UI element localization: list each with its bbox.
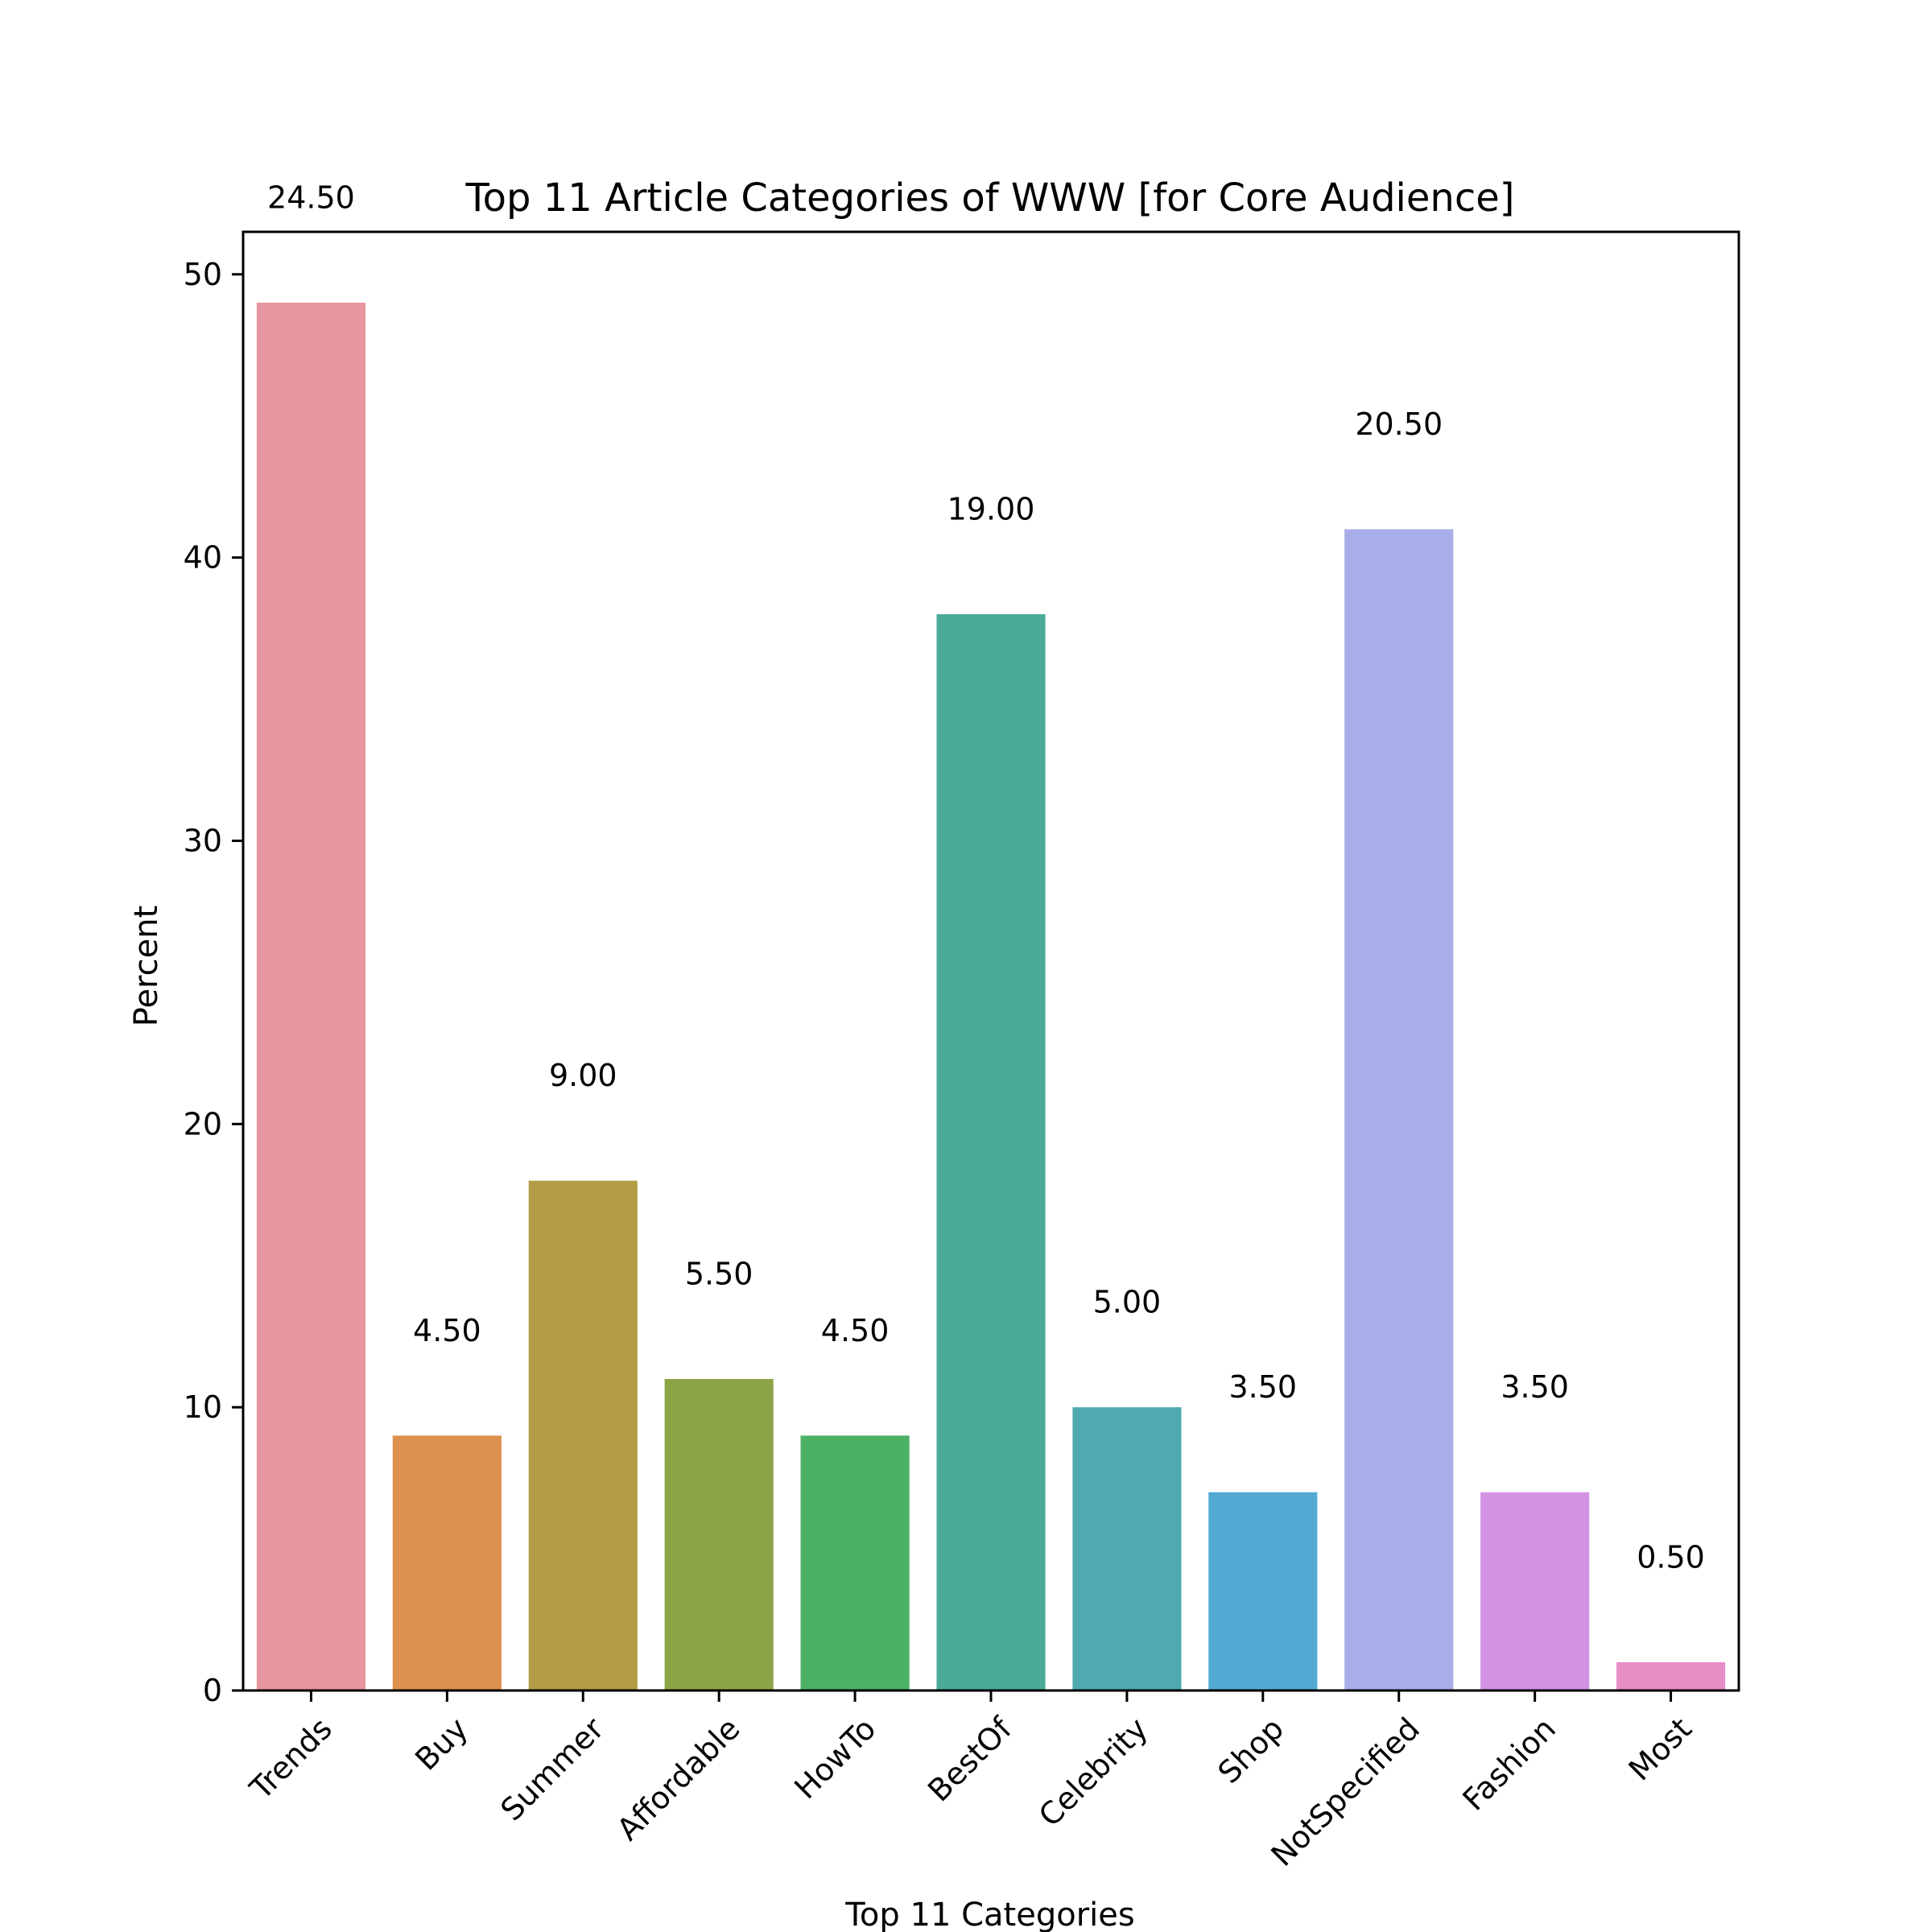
bars-group xyxy=(256,302,1726,1691)
bar-notspecified xyxy=(1344,529,1454,1691)
x-tick-label-trends: Trends xyxy=(242,1711,338,1806)
x-tick-label-buy: Buy xyxy=(408,1711,474,1777)
data-label-bestof: 19.00 xyxy=(947,491,1035,526)
bar-trends xyxy=(256,302,366,1691)
bar-affordable xyxy=(664,1378,774,1690)
bar-buy xyxy=(392,1435,502,1690)
y-tick-label: 50 xyxy=(184,257,222,292)
data-label-fashion: 3.50 xyxy=(1501,1369,1569,1405)
bar-howto xyxy=(800,1435,910,1690)
data-label-most: 0.50 xyxy=(1637,1539,1705,1575)
data-label-buy: 4.50 xyxy=(413,1313,481,1348)
y-tick-label: 30 xyxy=(184,823,222,858)
data-label-summer: 9.00 xyxy=(549,1058,617,1093)
data-label-notspecified: 20.50 xyxy=(1355,407,1443,442)
x-axis: Trends Buy Summer Affordable HowTo BestOf Cele… xyxy=(242,1690,1699,1873)
data-label-shop: 3.50 xyxy=(1229,1369,1298,1405)
x-tick-label-celebrity: Celebrity xyxy=(1032,1711,1154,1833)
y-tick-label: 0 xyxy=(203,1673,222,1708)
chart-title: Top 11 Article Categories of WWW [for Co… xyxy=(465,175,1515,221)
data-label-celebrity: 5.00 xyxy=(1093,1285,1162,1320)
x-tick-label-fashion: Fashion xyxy=(1455,1711,1563,1818)
y-tick-label: 20 xyxy=(184,1106,222,1141)
data-label-trends: 24.50 xyxy=(267,180,355,215)
plot-frame xyxy=(242,230,1740,1692)
x-tick-label-affordable: Affordable xyxy=(610,1711,747,1847)
x-tick-label-bestof: BestOf xyxy=(921,1710,1019,1808)
bar-fashion xyxy=(1480,1492,1590,1690)
data-label-howto: 4.50 xyxy=(821,1313,890,1348)
data-labels-group: 24.50 4.50 9.00 5.50 4.50 19.00 5.00 3.50 20.50 3… xyxy=(267,180,1705,1575)
x-tick-label-summer: Summer xyxy=(494,1711,611,1827)
y-tick-label: 40 xyxy=(184,540,222,576)
y-axis: 0 10 20 30 40 50 xyxy=(184,257,243,1708)
data-label-affordable: 5.50 xyxy=(685,1256,753,1291)
y-tick-label: 10 xyxy=(184,1389,222,1425)
x-axis-label: Top 11 Categories xyxy=(844,1897,1134,1932)
bar-celebrity xyxy=(1072,1407,1182,1690)
bar-most xyxy=(1616,1662,1726,1690)
bar-summer xyxy=(528,1180,638,1690)
x-tick-label-most: Most xyxy=(1622,1711,1699,1787)
y-axis-label: Percent xyxy=(128,906,165,1027)
x-tick-label-shop: Shop xyxy=(1211,1711,1290,1790)
x-tick-label-howto: HowTo xyxy=(787,1711,882,1806)
bar-shop xyxy=(1208,1492,1318,1690)
bar-bestof xyxy=(936,613,1046,1690)
